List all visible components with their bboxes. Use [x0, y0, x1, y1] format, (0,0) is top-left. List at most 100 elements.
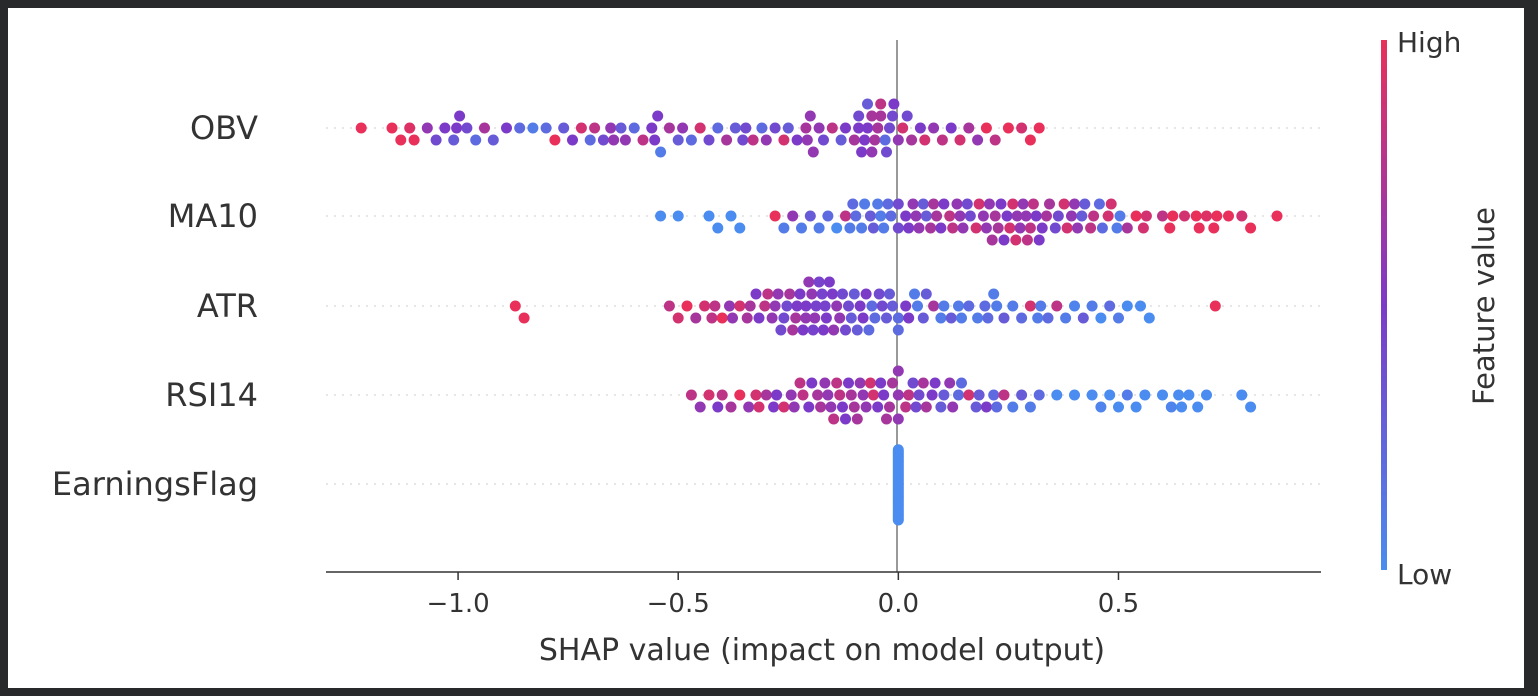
shap-point-atr	[979, 300, 991, 312]
shap-point-atr	[848, 288, 860, 300]
shap-point-atr	[823, 276, 835, 288]
shap-point-ma10	[1085, 222, 1097, 234]
shap-point-obv	[804, 110, 816, 122]
shap-point-atr	[892, 312, 904, 324]
shap-point-obv	[1002, 122, 1014, 134]
shap-point-ma10	[1105, 198, 1117, 210]
shap-point-obv	[881, 146, 892, 158]
shap-point-obv	[430, 134, 442, 146]
shap-point-rsi14	[768, 401, 780, 413]
shap-point-rsi14	[944, 377, 956, 389]
shap-point-ma10	[1072, 222, 1083, 234]
shap-point-atr	[1209, 300, 1221, 312]
shap-point-atr	[741, 312, 753, 324]
shap-point-atr	[750, 288, 762, 300]
shap-point-atr	[873, 288, 885, 300]
shap-point-rsi14	[875, 377, 887, 389]
shap-point-atr	[892, 324, 904, 336]
shap-point-ma10	[878, 222, 890, 234]
shap-point-ma10	[1033, 234, 1045, 246]
shap-point-obv	[655, 146, 667, 158]
shap-point-atr	[863, 324, 875, 336]
shap-point-ma10	[1088, 210, 1100, 222]
shap-point-rsi14	[1007, 401, 1019, 413]
shap-point-obv	[914, 122, 926, 134]
shap-point-ma10	[980, 222, 992, 234]
shap-point-atr	[1032, 312, 1044, 324]
shap-point-atr	[820, 312, 832, 324]
shap-point-obv	[567, 134, 578, 146]
shap-point-rsi14	[825, 401, 837, 413]
shap-point-rsi14	[917, 377, 929, 389]
shap-point-obv	[527, 122, 539, 134]
shap-point-ma10	[804, 210, 816, 222]
shap-point-rsi14	[910, 401, 922, 413]
shap-point-rsi14	[926, 389, 938, 401]
shap-point-rsi14	[771, 389, 783, 401]
shap-point-atr	[982, 312, 994, 324]
shap-point-rsi14	[716, 389, 728, 401]
shap-point-atr	[819, 300, 831, 312]
x-tick-label: −0.5	[647, 589, 710, 619]
x-tick-label: −1.0	[427, 589, 490, 619]
shap-point-obv	[439, 122, 451, 134]
shap-point-ma10	[892, 222, 904, 234]
shap-point-ma10	[859, 198, 871, 210]
shap-point-atr	[1095, 312, 1107, 324]
shap-point-obv	[619, 134, 631, 146]
shap-point-ma10	[1049, 222, 1061, 234]
shap-point-atr	[903, 312, 915, 324]
shap-point-ma10	[1030, 210, 1042, 222]
shap-point-obv	[637, 134, 649, 146]
shap-point-ma10	[928, 198, 940, 210]
shap-point-ma10	[655, 210, 667, 222]
shap-point-rsi14	[1236, 389, 1248, 401]
shap-point-ma10	[973, 198, 985, 210]
shap-point-obv	[740, 122, 752, 134]
shap-point-rsi14	[1069, 389, 1080, 401]
shap-point-obv	[936, 134, 948, 146]
shap-point-rsi14	[828, 413, 840, 425]
shap-point-rsi14	[884, 401, 895, 413]
shap-point-obv	[884, 122, 895, 134]
shap-point-rsi14	[1165, 401, 1177, 413]
shap-point-obv	[663, 122, 675, 134]
colorbar	[1381, 40, 1387, 570]
shap-point-rsi14	[860, 401, 872, 413]
shap-point-atr	[845, 312, 857, 324]
shap-point-atr	[843, 300, 854, 312]
shap-point-ma10	[712, 222, 724, 234]
shap-point-rsi14	[1113, 401, 1124, 413]
shap-point-obv	[540, 122, 552, 134]
shap-point-obv	[454, 110, 466, 122]
shap-point-ma10	[672, 210, 684, 222]
shap-point-rsi14	[935, 401, 947, 413]
shap-point-obv	[862, 122, 874, 134]
shap-point-ma10	[1190, 210, 1202, 222]
shap-point-atr	[1024, 300, 1036, 312]
feature-label: MA10	[168, 197, 258, 235]
shap-point-obv	[703, 134, 715, 146]
shap-point-atr	[803, 276, 815, 288]
shap-point-rsi14	[1176, 401, 1188, 413]
x-axis-label: SHAP value (impact on model output)	[539, 633, 1105, 668]
shap-point-ma10	[1020, 210, 1032, 222]
shap-point-atr	[876, 300, 888, 312]
shap-point-rsi14	[920, 401, 932, 413]
shap-point-atr	[854, 300, 866, 312]
shap-point-obv	[470, 134, 482, 146]
shap-point-atr	[734, 300, 746, 312]
feature-label: EarningsFlag	[52, 465, 258, 503]
x-tick-label: 0.5	[1098, 589, 1139, 619]
shap-point-atr	[759, 300, 771, 312]
shap-point-obv	[853, 122, 865, 134]
shap-point-obv	[608, 134, 620, 146]
shap-point-ma10	[1271, 210, 1283, 222]
shap-point-rsi14	[785, 389, 797, 401]
shap-point-obv	[800, 122, 812, 134]
shap-point-ma10	[822, 210, 834, 222]
shap-point-atr	[945, 312, 957, 324]
shap-point-rsi14	[815, 401, 827, 413]
shap-point-atr	[816, 288, 828, 300]
